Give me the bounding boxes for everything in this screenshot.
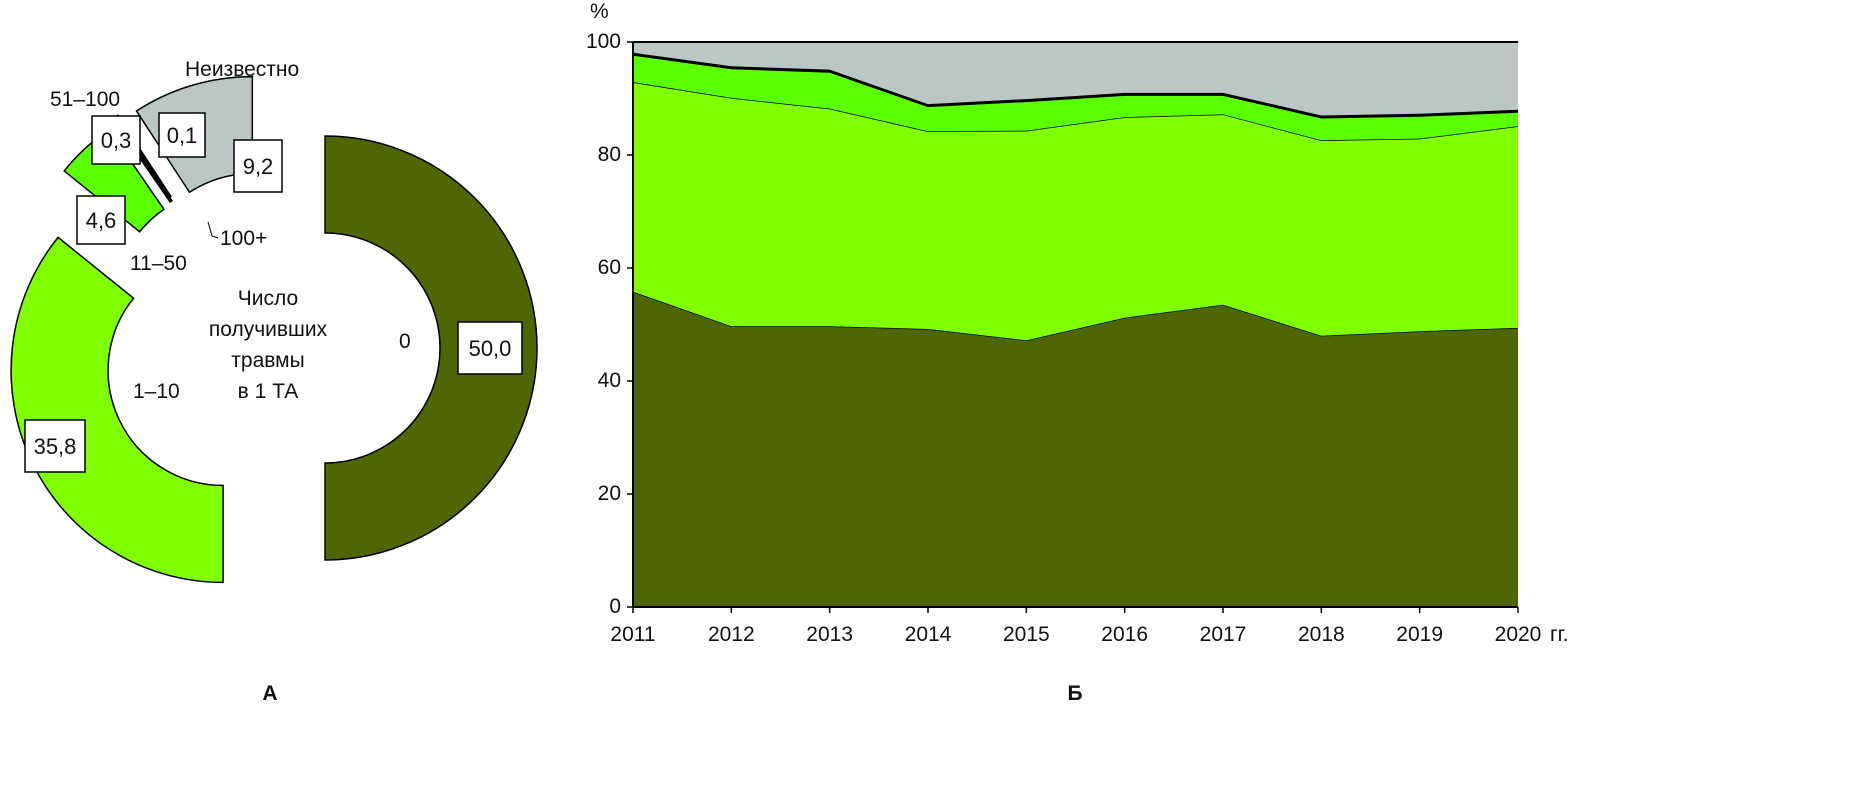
donut-slice <box>10 236 224 584</box>
donut-chart <box>10 75 538 584</box>
y-tick-label: 80 <box>598 143 621 166</box>
value-box: 9,2 <box>233 139 283 193</box>
x-tick-label: 2016 <box>1101 623 1148 646</box>
value-box: 35,8 <box>24 419 86 473</box>
axes: 0 20 40 60 80 100 2011 2012 2013 2014 2015 2016 2017… <box>586 30 1541 646</box>
y-axis-label: % <box>590 0 609 23</box>
slice-label-11-50: 11–50 <box>130 252 187 275</box>
value-label: 0,3 <box>101 128 132 153</box>
value-box: 0,1 <box>158 112 206 158</box>
y-tick-label: 60 <box>598 256 621 279</box>
y-tick-label: 0 <box>609 595 621 618</box>
x-tick-label: 2018 <box>1298 623 1345 646</box>
area-series <box>633 291 1518 607</box>
x-tick-label: 2020 <box>1495 623 1542 646</box>
value-label: 35,8 <box>34 434 77 459</box>
x-tick-label: 2011 <box>610 623 655 646</box>
slice-label-unknown: Неизвестно <box>185 58 299 81</box>
x-tick-label: 2013 <box>806 623 853 646</box>
slice-label-51-100: 51–100 <box>50 88 120 111</box>
slice-label-1-10: 1–10 <box>133 380 180 403</box>
y-tick-label: 100 <box>586 30 621 53</box>
slice-label-0: 0 <box>399 330 411 353</box>
donut-slice <box>324 135 538 561</box>
center-text-2: получивших <box>209 318 328 341</box>
x-axis-unit: гг. <box>1550 623 1569 646</box>
x-tick-label: 2012 <box>708 623 755 646</box>
x-tick-label: 2014 <box>905 623 952 646</box>
area-chart <box>632 41 1519 607</box>
center-text-3: травмы <box>231 349 304 372</box>
panel-label-a: А <box>262 682 277 705</box>
x-tick-label: 2017 <box>1200 623 1247 646</box>
panel-label-b: Б <box>1067 682 1082 705</box>
area-series <box>633 82 1518 341</box>
value-box: 50,0 <box>457 321 523 375</box>
area-series <box>633 54 1518 141</box>
y-tick-label: 40 <box>598 369 621 392</box>
y-tick-label: 20 <box>598 482 621 505</box>
value-box: 0,3 <box>91 115 141 165</box>
center-text-4: в 1 ТА <box>238 380 299 403</box>
x-tick-label: 2019 <box>1396 623 1443 646</box>
value-label: 50,0 <box>469 336 512 361</box>
x-tick-label: 2015 <box>1003 623 1050 646</box>
area-series <box>633 42 1518 116</box>
value-label: 0,1 <box>167 123 198 148</box>
value-boxes: 50,0 35,8 4,6 0,3 0,1 9,2 <box>24 112 523 473</box>
leader-line <box>207 221 219 239</box>
slice-label-100plus: 100+ <box>220 227 267 250</box>
donut-labels: Неизвестно 51–100 11–50 100+ 1–10 0 Числ… <box>50 58 411 403</box>
center-text-1: Число <box>238 287 298 310</box>
value-label: 4,6 <box>86 208 117 233</box>
value-label: 9,2 <box>243 154 274 179</box>
value-box: 4,6 <box>76 195 126 245</box>
